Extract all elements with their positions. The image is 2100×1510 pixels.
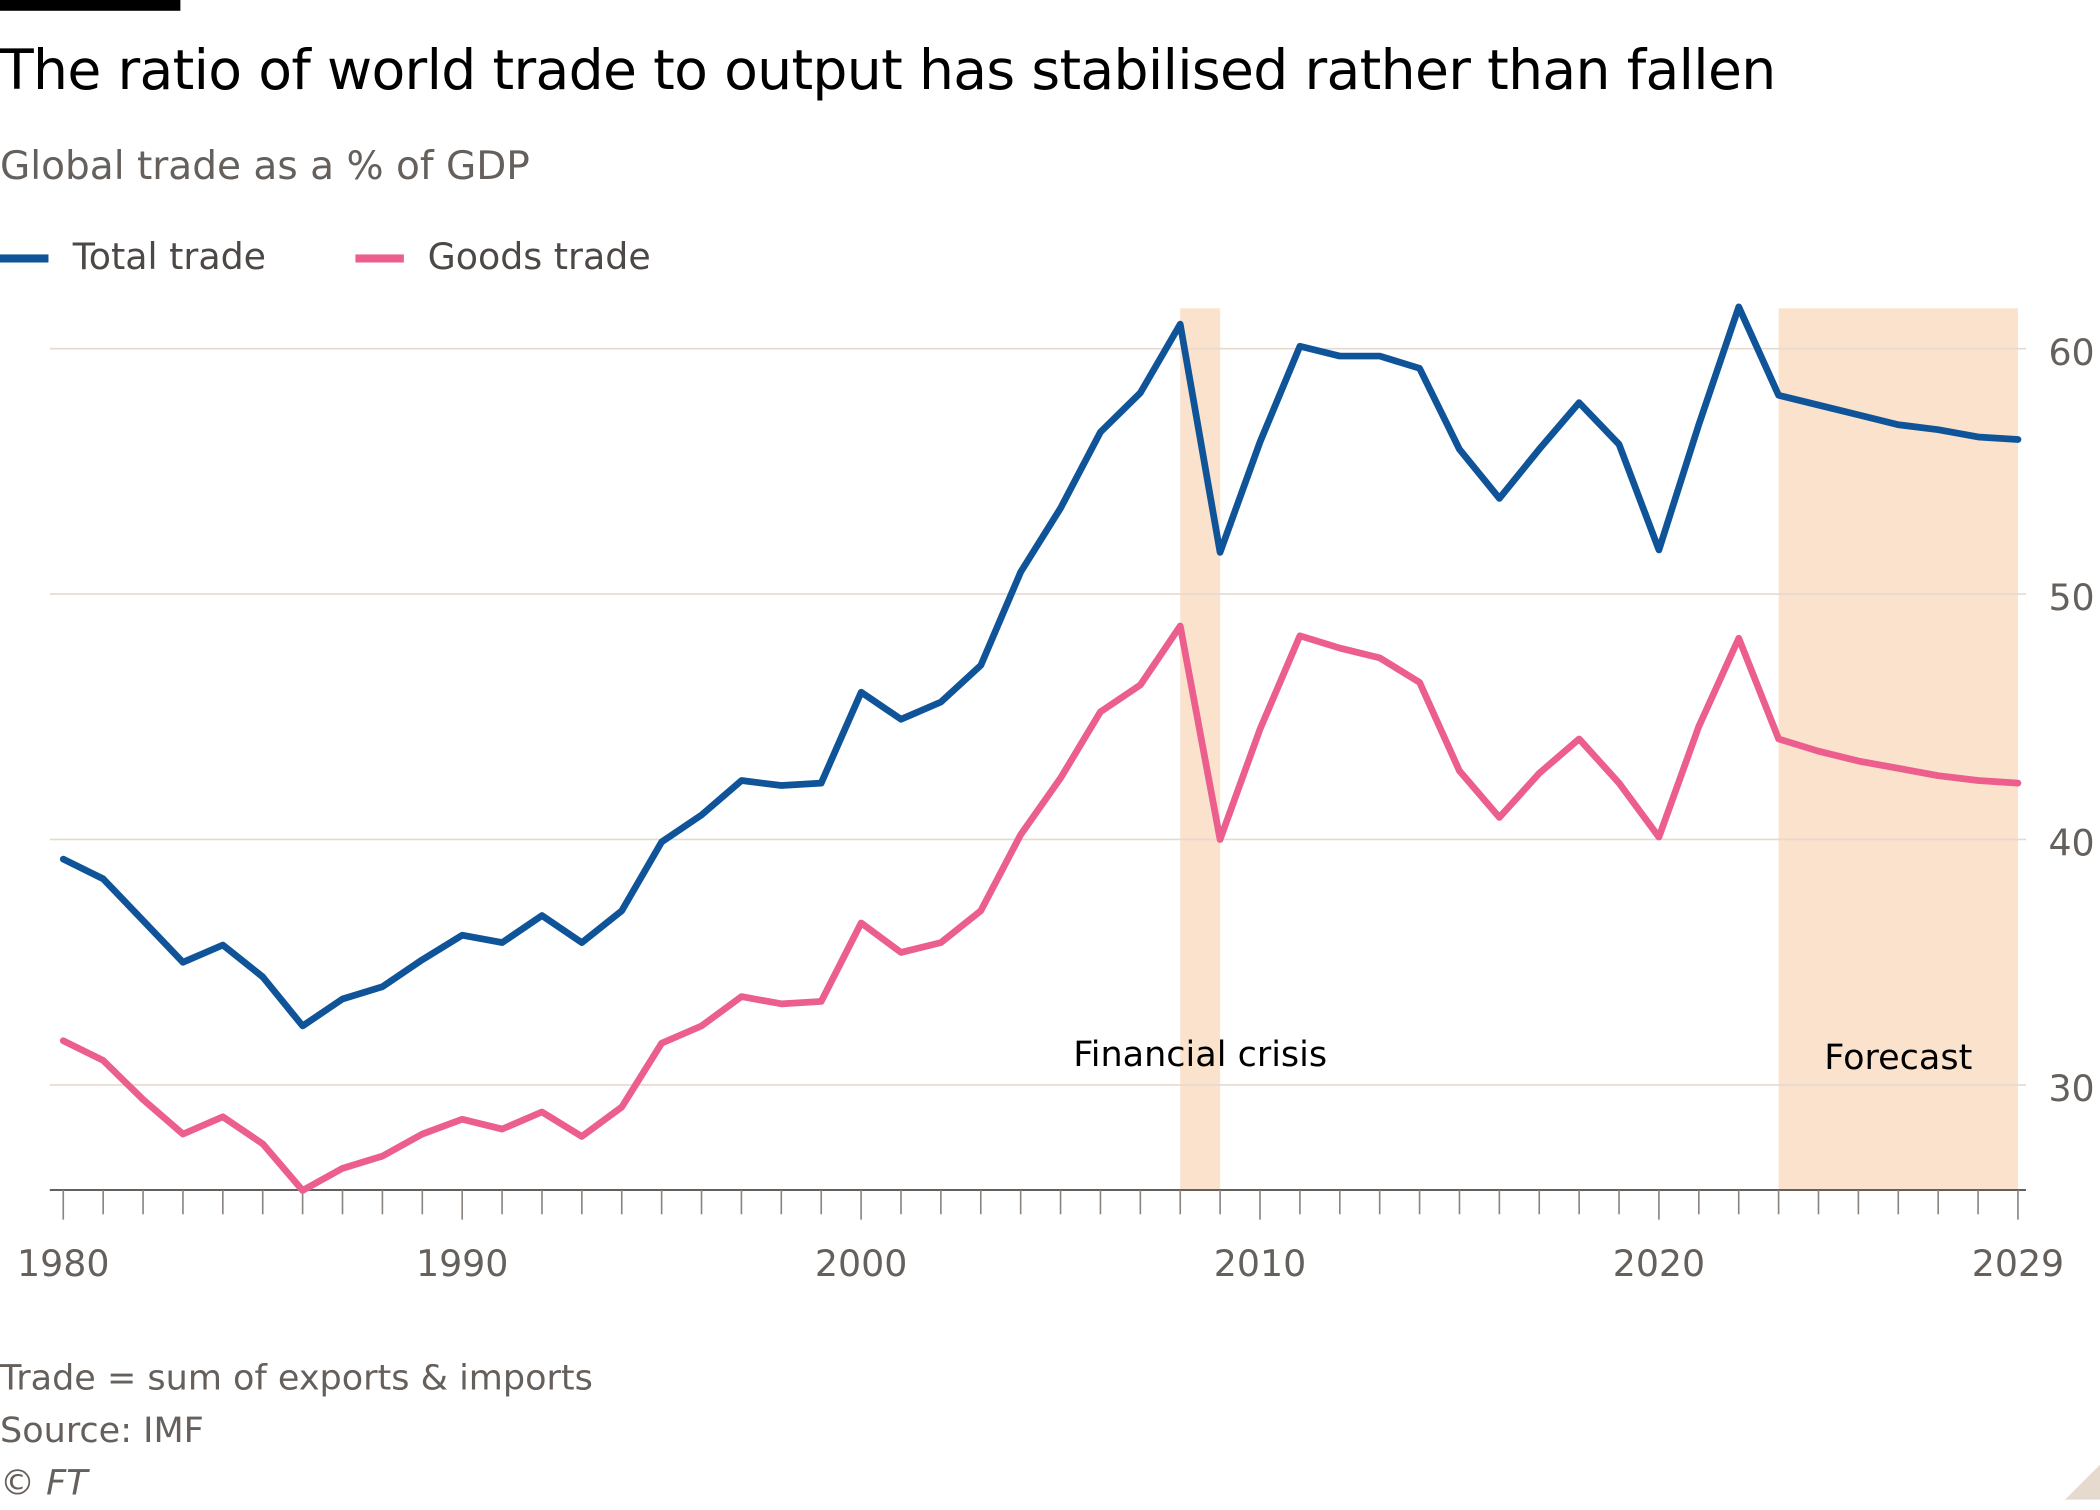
source-text: Source: IMF — [0, 1405, 593, 1458]
x-tick-label-1980: 1980 — [17, 1242, 109, 1285]
y-tick-label-30: 30 — [2048, 1067, 2094, 1110]
corner-fold-icon — [2065, 1465, 2100, 1500]
x-tick-label-2029: 2029 — [1972, 1242, 2064, 1285]
annotation-forecast: Forecast — [1824, 1038, 1972, 1078]
y-tick-label-40: 40 — [2048, 822, 2094, 865]
y-tick-label-60: 60 — [2048, 331, 2094, 374]
x-tick-label-2000: 2000 — [815, 1242, 907, 1285]
x-tick-label-1990: 1990 — [416, 1242, 508, 1285]
x-tick-label-2020: 2020 — [1613, 1242, 1705, 1285]
plot-area: 30 40 50 60 1980 1990 2000 2010 2020 2029 Financia… — [0, 0, 2100, 1346]
series-line-goods-trade — [63, 626, 2018, 1190]
note-text: Trade = sum of exports & imports — [0, 1353, 593, 1406]
x-tick-label-2010: 2010 — [1214, 1242, 1306, 1285]
annotation-financial-crisis: Financial crisis — [1073, 1035, 1327, 1075]
copyright-text: © FT — [0, 1458, 593, 1510]
chart-notes: Trade = sum of exports & imports Source:… — [0, 1353, 593, 1510]
y-tick-label-50: 50 — [2048, 576, 2094, 619]
